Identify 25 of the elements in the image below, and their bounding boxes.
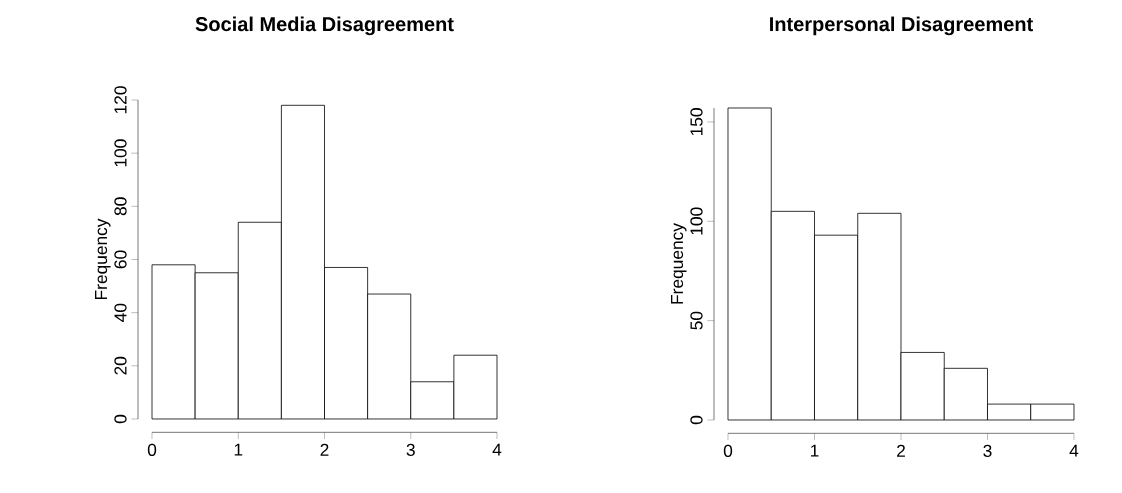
y-tick-label: 120 [114, 86, 127, 114]
chart-title: Interpersonal Disagreement [770, 16, 1033, 36]
y-tick-label: 80 [114, 197, 127, 216]
x-tick-label: 3 [406, 443, 415, 456]
x-tick-label: 4 [1069, 444, 1079, 457]
chart-title: Social Media Disagreement [195, 16, 454, 36]
x-tick-label: 2 [897, 444, 905, 457]
y-tick-label: 0 [114, 414, 127, 424]
x-tick-label: 1 [234, 443, 243, 456]
y-tick-label: 20 [114, 356, 127, 375]
x-tick-label: 0 [147, 443, 157, 456]
y-tick-label: 0 [690, 415, 703, 425]
y-tick-label: 60 [114, 250, 127, 269]
x-tick-label: 1 [810, 444, 819, 457]
y-tick-label: 150 [690, 108, 703, 136]
y-axis-title: Frequency [671, 223, 687, 304]
x-tick-label: 4 [492, 443, 502, 456]
y-tick-label: 40 [114, 303, 127, 322]
x-tick-label: 2 [320, 443, 329, 456]
y-tick-label: 100 [114, 139, 127, 167]
y-axis-title: Frequency [95, 218, 111, 300]
y-tick-label: 50 [690, 311, 703, 330]
x-tick-label: 0 [723, 444, 733, 457]
x-tick-label: 3 [983, 444, 992, 457]
y-tick-label: 100 [690, 207, 703, 235]
